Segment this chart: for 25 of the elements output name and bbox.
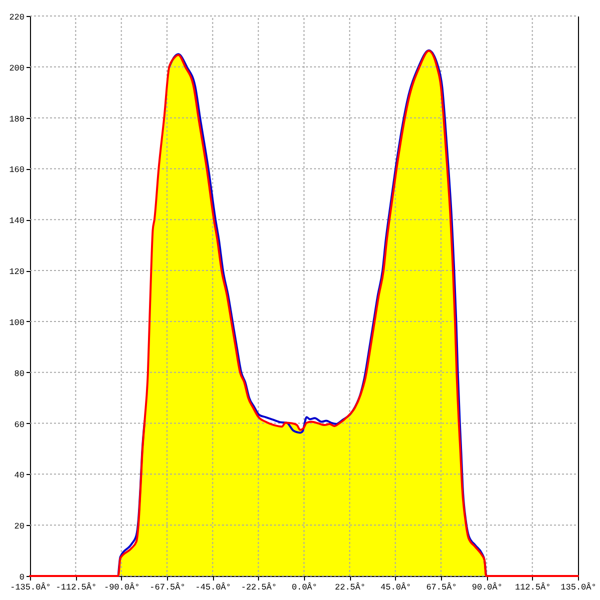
y-tick-label: 200: [9, 63, 24, 74]
y-tick-label: 100: [9, 318, 24, 328]
x-tick-label: -45.0Â°: [195, 582, 232, 592]
x-tick-label: -135.0Â°: [10, 582, 51, 592]
x-tick-label: 90.0Â°: [472, 582, 502, 592]
x-tick-label: 22.5Â°: [334, 582, 366, 592]
x-tick-label: 45.0Â°: [380, 582, 412, 592]
x-tick-label: 112.5Â°: [514, 582, 551, 592]
y-tick-label: 0: [19, 572, 24, 582]
y-tick-label: 20: [14, 522, 24, 532]
x-tick-label: 67.5Â°: [426, 582, 457, 592]
x-tick-label: -22.5Â°: [240, 582, 277, 592]
y-tick-label: 140: [9, 216, 24, 226]
y-tick-label: 80: [14, 368, 24, 379]
y-tick-label: 180: [9, 114, 24, 124]
y-tick-label: 60: [14, 420, 24, 430]
x-tick-label: -90.0Â°: [104, 582, 140, 592]
x-tick-label: -112.5Â°: [56, 582, 97, 592]
x-tick-label: 135.0Â°: [560, 582, 596, 592]
y-tick-label: 160: [9, 165, 24, 176]
x-tick-label: 0.0Â°: [292, 582, 318, 592]
y-tick-label: 40: [14, 470, 24, 481]
y-tick-label: 220: [9, 12, 24, 22]
x-tick-label: -67.5Â°: [150, 582, 186, 592]
y-tick-label: 120: [9, 267, 24, 278]
